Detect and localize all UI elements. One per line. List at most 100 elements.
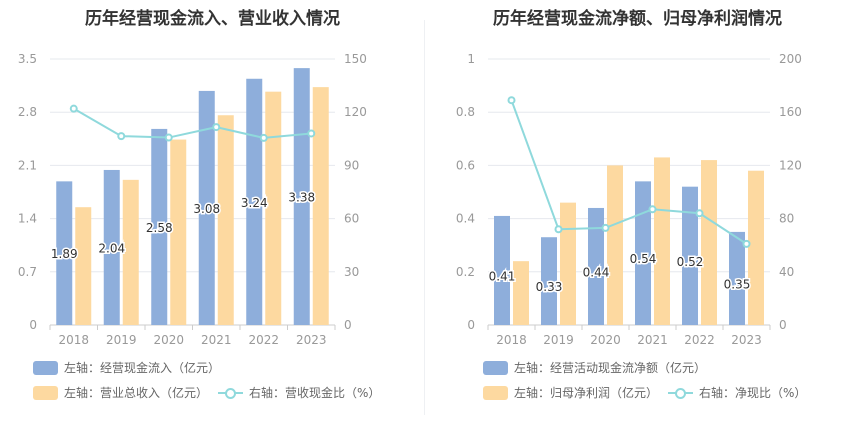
y-right-tick-label: 200 <box>779 52 802 66</box>
legend-label: 左轴：归母净利润（亿元） <box>514 386 659 400</box>
chart-panel-net-cash: 历年经营现金流净额、归母净利润情况 0 0 0.2 40 0.4 80 0.6 120 0.8 1… <box>425 0 850 437</box>
legend-swatch <box>33 385 58 400</box>
x-tick-label: 2019 <box>543 333 574 347</box>
line-point <box>695 209 704 218</box>
y-right-tick-label: 120 <box>344 105 367 119</box>
legend-item-net-cash-ratio[interactable]: 右轴：净现比（%） <box>668 384 806 401</box>
bar-revenue <box>265 91 282 326</box>
y-left-tick-label: 0.2 <box>456 265 475 279</box>
legend-label: 右轴：净现比（%） <box>699 386 807 400</box>
legend-label: 左轴：经营现金流入（亿元） <box>64 361 221 375</box>
x-tick-label: 2020 <box>590 333 621 347</box>
x-tick-label: 2023 <box>296 333 327 347</box>
data-label: 0.33 <box>536 280 563 294</box>
x-tick-label: 2022 <box>248 333 279 347</box>
x-tick-label: 2021 <box>637 333 668 347</box>
chart-panel-cash-inflow: 历年经营现金流入、营业收入情况 0 0 0.7 30 1.4 60 2.1 90 2.8 120 3… <box>18 9 381 401</box>
data-label: 0.54 <box>630 252 657 266</box>
x-tick-label: 2023 <box>731 333 762 347</box>
y-left-tick-label: 2.1 <box>18 158 37 172</box>
y-left-tick-label: 0 <box>29 318 37 332</box>
line-point <box>117 132 126 141</box>
bar-net-profit <box>701 160 717 325</box>
y-left-tick-label: 0.7 <box>18 265 37 279</box>
y-right-tick-label: 160 <box>779 105 802 119</box>
y-left-tick-label: 0.4 <box>456 212 475 226</box>
y-right-tick-label: 150 <box>344 52 367 66</box>
bar-net-cash-flow <box>541 237 557 325</box>
legend-swatch <box>33 360 58 375</box>
bar-net-cash-flow <box>588 207 604 325</box>
y-right-tick-label: 120 <box>779 158 802 172</box>
legend-label: 左轴：营业总收入（亿元） <box>64 386 209 400</box>
bar-net-profit <box>748 170 764 325</box>
y-left-tick-label: 3.5 <box>18 52 37 66</box>
bar-cash-inflow <box>151 128 168 325</box>
line-point <box>742 239 751 248</box>
chart-plot: 0 0 0.2 40 0.4 80 0.6 120 0.8 160 1 200 0.41 2018 0.33… <box>456 52 802 347</box>
y-right-tick-label: 0 <box>344 318 352 332</box>
data-label: 2.04 <box>98 241 125 255</box>
legend-item-net-cash-flow[interactable]: 左轴：经营活动现金流净额（亿元） <box>483 359 706 376</box>
line-point <box>69 104 78 113</box>
x-tick-label: 2022 <box>684 333 715 347</box>
bar-cash-inflow <box>103 169 120 325</box>
line-series-ratio <box>73 107 312 139</box>
bar-net-cash-flow <box>729 231 745 325</box>
bar-cash-inflow <box>198 90 215 325</box>
legend-item-net-profit[interactable]: 左轴：归母净利润（亿元） <box>483 384 658 401</box>
y-left-tick-label: 2.8 <box>18 105 37 119</box>
bar-net-cash-flow <box>494 215 510 325</box>
chart-title: 历年经营现金流净额、归母净利润情况 <box>493 9 782 29</box>
line-point <box>601 223 610 232</box>
bar-net-cash-flow <box>635 181 651 325</box>
y-right-tick-label: 30 <box>344 265 359 279</box>
data-label: 0.35 <box>724 277 751 291</box>
legend-swatch <box>218 386 243 400</box>
y-right-tick-label: 0 <box>779 318 787 332</box>
data-label: 2.58 <box>146 221 173 235</box>
legend-item-revenue[interactable]: 左轴：营业总收入（亿元） <box>33 384 208 401</box>
panel-divider <box>424 20 425 415</box>
bar-cash-inflow <box>293 68 310 326</box>
bar-revenue <box>312 87 329 326</box>
x-tick-label: 2019 <box>106 333 137 347</box>
data-label: 3.24 <box>241 196 268 210</box>
bar-net-profit <box>654 157 670 325</box>
legend-swatch <box>483 385 508 400</box>
bar-net-profit <box>560 202 576 325</box>
legend-item-ratio[interactable]: 右轴：营收现金比（%） <box>218 384 380 401</box>
data-label: 3.38 <box>288 191 315 205</box>
y-left-tick-label: 0.6 <box>456 158 475 172</box>
legend-swatch <box>483 360 508 375</box>
line-point <box>259 133 268 142</box>
x-tick-label: 2018 <box>58 333 89 347</box>
line-point <box>507 96 516 105</box>
data-label: 0.44 <box>583 265 610 279</box>
bar-cash-inflow <box>56 181 73 325</box>
bar-revenue <box>217 115 234 326</box>
bar-net-cash-flow <box>682 186 698 325</box>
line-point <box>164 133 173 142</box>
legend-label: 左轴：经营活动现金流净额（亿元） <box>514 361 707 375</box>
x-tick-label: 2018 <box>496 333 527 347</box>
bar-revenue <box>170 139 187 325</box>
bar-net-profit <box>513 261 529 325</box>
line-point <box>212 123 221 132</box>
y-right-tick-label: 80 <box>779 212 794 226</box>
data-label: 3.08 <box>193 202 220 216</box>
line-point <box>554 225 563 234</box>
chart-title: 历年经营现金流入、营业收入情况 <box>85 9 340 29</box>
y-right-tick-label: 90 <box>344 158 359 172</box>
line-point <box>648 205 657 214</box>
line-series-net-cash-ratio <box>510 99 748 245</box>
data-label: 0.41 <box>489 269 516 283</box>
legend-item-cash-inflow[interactable]: 左轴：经营现金流入（亿元） <box>33 359 220 376</box>
y-right-tick-label: 60 <box>344 212 359 226</box>
bar-revenue <box>122 179 139 325</box>
legend-swatch <box>668 386 693 400</box>
legend-label: 右轴：营收现金比（%） <box>249 386 381 400</box>
x-tick-label: 2020 <box>153 333 184 347</box>
y-left-tick-label: 1.4 <box>18 212 37 226</box>
y-left-tick-label: 1 <box>467 52 475 66</box>
